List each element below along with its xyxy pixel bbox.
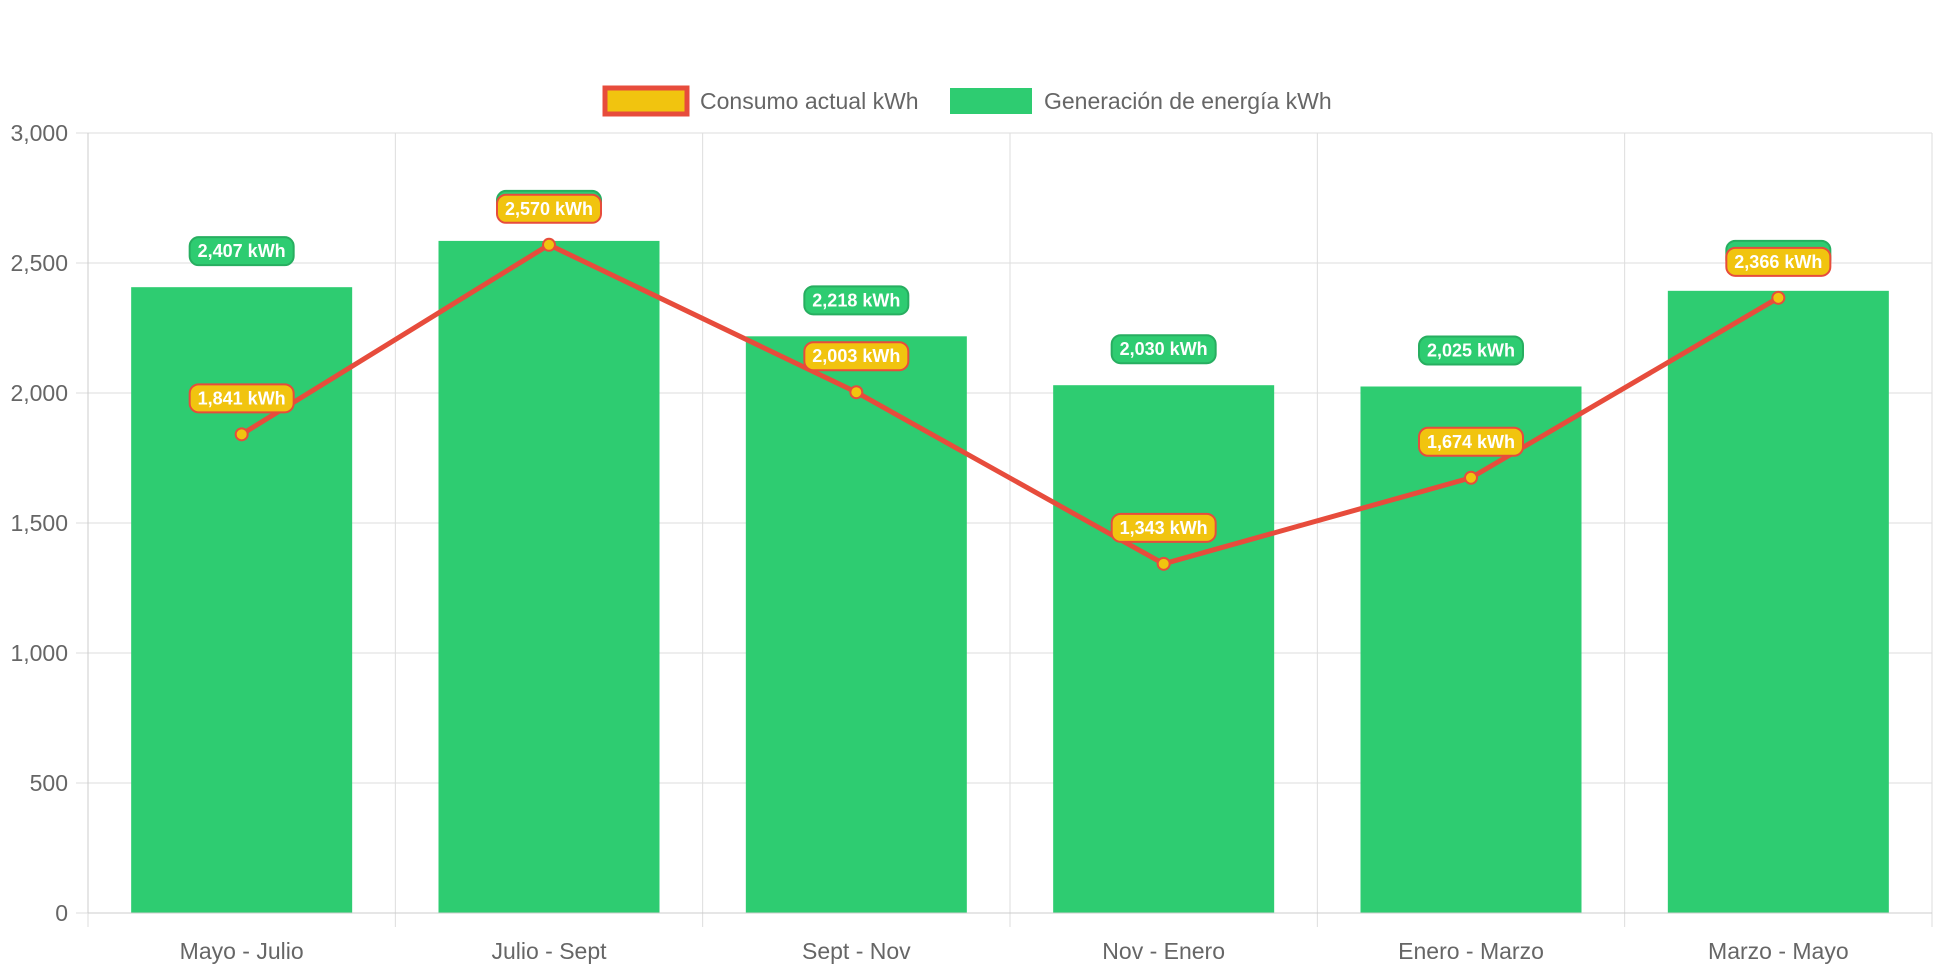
y-tick-label: 2,000 [10, 380, 68, 406]
consumption-value-label-bg [1418, 426, 1524, 457]
generation-value-label: 2,218 kWh [803, 285, 910, 316]
consumption-value-label-bg [1725, 246, 1832, 277]
x-tick-label: Sept - Nov [802, 938, 911, 964]
x-tick-label: Marzo - Mayo [1708, 938, 1849, 964]
x-tick-label: Julio - Sept [491, 938, 607, 964]
consumption-value-label: 1,674 kWh [1418, 426, 1524, 457]
consumption-value-label: 2,570 kWh [496, 193, 602, 224]
legend-swatch-consumption [602, 85, 690, 117]
y-tick-label: 500 [30, 770, 68, 796]
generation-value-label-bg [1110, 334, 1217, 365]
consumption-value-label-text: 2,003 kWh [812, 346, 900, 366]
legend[interactable]: Consumo actual kWh Generación de energía … [602, 85, 1332, 117]
generation-bar[interactable] [131, 287, 353, 913]
legend-item-consumption[interactable]: Consumo actual kWh [602, 85, 919, 117]
generation-value-label-bg [803, 285, 910, 316]
generation-value-label-text: 2,025 kWh [1427, 341, 1515, 361]
generation-bar[interactable] [1667, 290, 1889, 913]
generation-bar[interactable] [1053, 385, 1275, 913]
generation-value-label-text: 2,218 kWh [812, 290, 900, 310]
x-tick-label: Mayo - Julio [180, 938, 304, 964]
consumption-value-label: 1,343 kWh [1110, 512, 1217, 543]
x-tick-label: Nov - Enero [1102, 938, 1225, 964]
x-tick-label: Enero - Marzo [1398, 938, 1544, 964]
consumption-value-label-bg [496, 193, 602, 224]
consumption-point[interactable] [849, 385, 864, 400]
consumption-value-label-text: 2,366 kWh [1734, 252, 1822, 272]
axes: 0 500 1,000 1,500 2,000 2,500 3,000 Mayo - Juli… [10, 120, 1932, 964]
consumption-point[interactable] [234, 427, 249, 442]
generation-value-label-bg [1418, 335, 1524, 366]
generation-value-label: 2,025 kWh [1418, 335, 1524, 366]
legend-swatch-generation [950, 88, 1032, 114]
bar-series [131, 240, 1889, 914]
y-tick-label: 2,500 [10, 250, 68, 276]
generation-value-label-text: 2,030 kWh [1120, 339, 1208, 359]
y-tick-label: 3,000 [10, 120, 68, 146]
consumption-value-label: 1,841 kWh [188, 383, 295, 414]
consumption-value-label: 2,366 kWh [1725, 246, 1832, 277]
generation-bar[interactable] [745, 336, 967, 913]
consumption-value-label-bg [188, 383, 295, 414]
grid [76, 132, 1933, 927]
consumption-value-label-text: 1,674 kWh [1427, 432, 1515, 452]
consumption-point[interactable] [1771, 290, 1786, 305]
consumption-point[interactable] [542, 237, 556, 252]
generation-value-label: 2,407 kWh [188, 236, 295, 267]
y-tick-label: 1,000 [10, 640, 68, 666]
y-tick-label: 1,500 [10, 510, 68, 536]
consumption-value-label-bg [1110, 512, 1217, 543]
consumption-value-label: 2,003 kWh [803, 341, 910, 372]
legend-label-consumption: Consumo actual kWh [700, 88, 919, 114]
generation-value-label-text: 2,407 kWh [198, 241, 286, 261]
consumption-value-label-text: 2,570 kWh [505, 199, 593, 219]
consumption-value-label-bg [803, 341, 910, 372]
legend-label-generation: Generación de energía kWh [1044, 88, 1332, 114]
consumption-point[interactable] [1464, 470, 1478, 485]
generation-value-label-bg [188, 236, 295, 267]
consumption-value-label-text: 1,343 kWh [1120, 518, 1208, 538]
y-tick-label: 0 [55, 900, 68, 926]
generation-value-label: 2,030 kWh [1110, 334, 1217, 365]
generation-bar[interactable] [438, 240, 660, 913]
generation-bar[interactable] [1360, 386, 1582, 914]
consumption-value-label-text: 1,841 kWh [198, 388, 286, 408]
consumption-point[interactable] [1156, 556, 1171, 571]
legend-item-generation[interactable]: Generación de energía kWh [950, 88, 1332, 114]
